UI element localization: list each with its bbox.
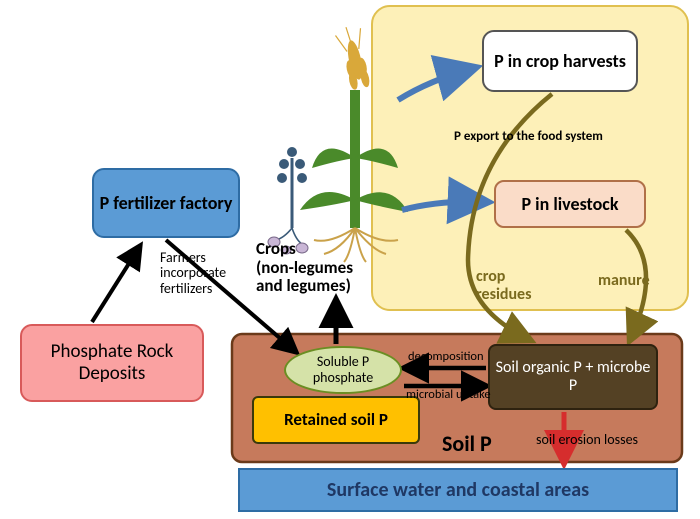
organic-p-label: Soil organic P + microbe P (490, 359, 656, 396)
soluble-p-label: Soluble P phosphate (286, 354, 400, 386)
livestock-label: P in livestock (522, 194, 619, 215)
erosion-label: soil erosion losses (536, 432, 638, 447)
retained-p-box: Retained soil P (252, 396, 420, 444)
soluble-p-box: Soluble P phosphate (284, 346, 402, 394)
fertilizer-factory-box: P fertilizer factory (92, 168, 240, 238)
fertilizer-factory-label: P fertilizer factory (100, 193, 233, 214)
farmers-label: Farmers incorporate fertilizers (160, 250, 226, 296)
arrow-rock-to-factory (92, 246, 140, 322)
crops-label: Crops (non-legumes and legumes) (256, 240, 353, 296)
footer-box: Surface water and coastal areas (238, 468, 678, 512)
microbial-label: microbial uptake (406, 388, 491, 402)
harvests-box: P in crop harvests (482, 30, 638, 92)
rock-deposits-box: Phosphate Rock Deposits (20, 324, 204, 402)
harvests-label: P in crop harvests (494, 51, 626, 72)
manure-label: manure (598, 272, 650, 290)
export-label: P export to the food system (454, 130, 603, 144)
footer-label: Surface water and coastal areas (327, 479, 589, 502)
residues-label: crop residues (476, 268, 531, 303)
rock-deposits-label: Phosphate Rock Deposits (22, 341, 202, 385)
livestock-box: P in livestock (494, 180, 646, 228)
organic-p-box: Soil organic P + microbe P (488, 344, 658, 410)
soilp-label: Soil P (442, 432, 492, 456)
retained-p-label: Retained soil P (284, 410, 388, 430)
decomp-label: decomposition (408, 350, 484, 364)
